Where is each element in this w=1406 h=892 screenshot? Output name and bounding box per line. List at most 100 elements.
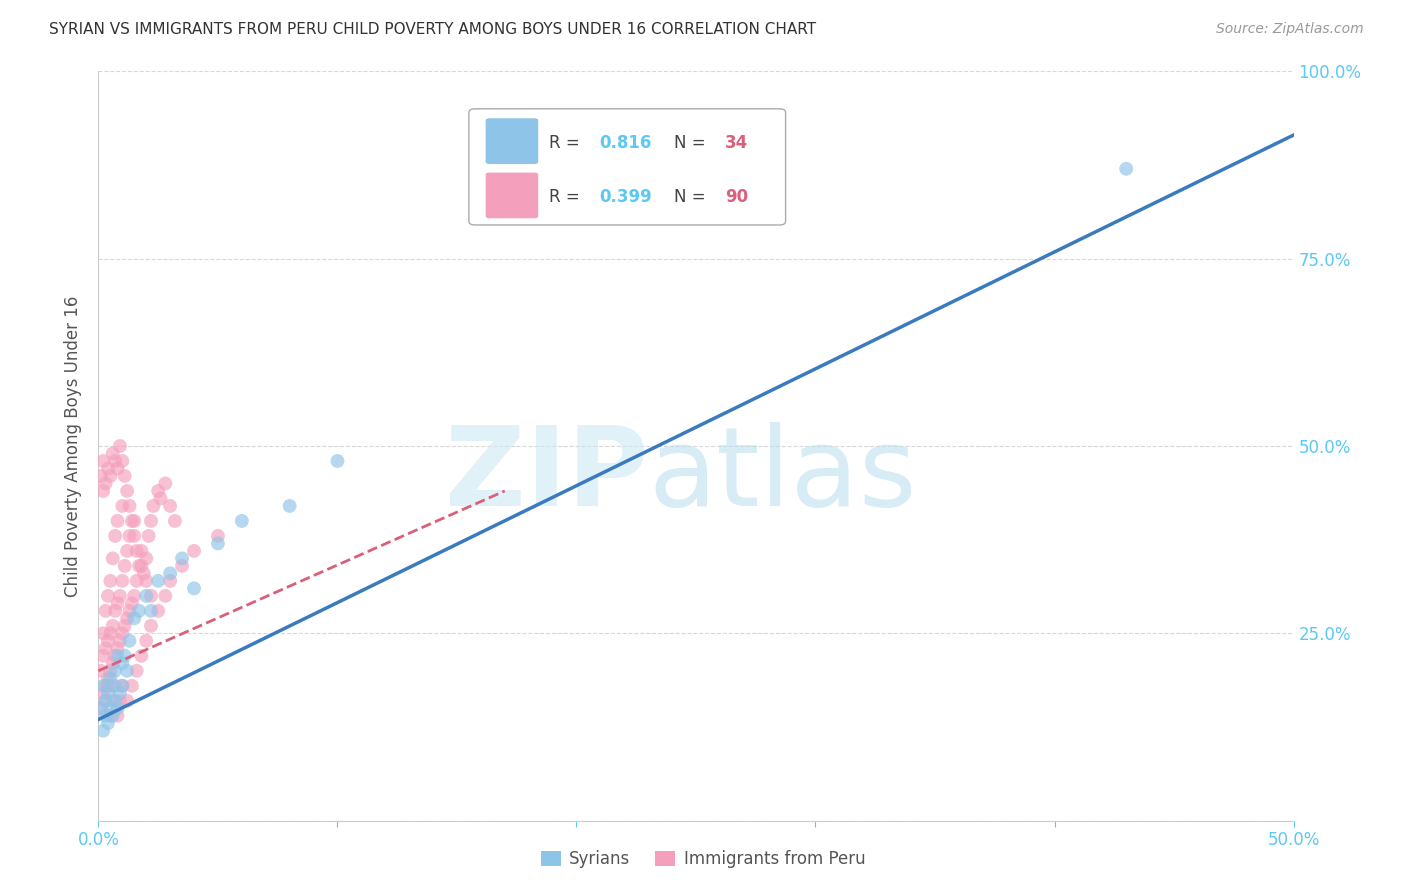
Point: [118, 499, 141, 513]
FancyBboxPatch shape: [485, 119, 538, 164]
Point: [132, 566, 155, 581]
Point: [149, 491, 172, 506]
Point: [94, 694, 117, 708]
Point: [98, 469, 122, 483]
Point: [159, 499, 181, 513]
Point: [98, 664, 122, 678]
Point: [207, 536, 229, 550]
Point: [104, 604, 127, 618]
Point: [128, 604, 150, 618]
Point: [231, 514, 253, 528]
Point: [94, 641, 117, 656]
Point: [114, 558, 136, 573]
Point: [114, 619, 136, 633]
Point: [91, 679, 114, 693]
Point: [135, 633, 157, 648]
Point: [111, 574, 134, 588]
Legend: Syrians, Immigrants from Peru: Syrians, Immigrants from Peru: [534, 844, 872, 875]
Point: [101, 694, 124, 708]
Point: [98, 626, 122, 640]
Point: [159, 566, 181, 581]
Point: [90, 469, 112, 483]
Point: [125, 664, 148, 678]
Text: SYRIAN VS IMMIGRANTS FROM PERU CHILD POVERTY AMONG BOYS UNDER 16 CORRELATION CHA: SYRIAN VS IMMIGRANTS FROM PERU CHILD POV…: [49, 22, 817, 37]
Point: [90, 701, 112, 715]
Point: [97, 633, 120, 648]
Point: [131, 544, 153, 558]
FancyBboxPatch shape: [485, 172, 538, 219]
Point: [278, 499, 301, 513]
Point: [139, 589, 162, 603]
Point: [111, 657, 134, 671]
Point: [97, 461, 120, 475]
Point: [107, 641, 129, 656]
Point: [104, 664, 127, 678]
Point: [97, 686, 120, 700]
Point: [108, 633, 131, 648]
Point: [163, 514, 186, 528]
Point: [107, 701, 129, 715]
Point: [115, 544, 138, 558]
Point: [111, 454, 134, 468]
Point: [107, 461, 129, 475]
Point: [97, 671, 120, 685]
Point: [183, 582, 205, 596]
Point: [111, 499, 134, 513]
Point: [183, 544, 205, 558]
Point: [115, 664, 138, 678]
Point: [108, 694, 131, 708]
Point: [98, 708, 122, 723]
Point: [104, 679, 127, 693]
Point: [135, 574, 157, 588]
Text: 0.816: 0.816: [599, 134, 651, 152]
Point: [108, 686, 131, 700]
Point: [97, 679, 120, 693]
Point: [124, 529, 146, 543]
Point: [104, 648, 127, 663]
Text: atlas: atlas: [648, 423, 917, 530]
Point: [101, 446, 124, 460]
Text: R =: R =: [548, 188, 585, 206]
Point: [94, 604, 117, 618]
Point: [91, 648, 114, 663]
Point: [104, 454, 127, 468]
Point: [172, 558, 194, 573]
Point: [101, 551, 124, 566]
Point: [118, 604, 141, 618]
Point: [115, 483, 138, 498]
Point: [128, 558, 150, 573]
Point: [94, 679, 117, 693]
Point: [111, 679, 134, 693]
Text: ZIP: ZIP: [444, 423, 648, 530]
Point: [91, 454, 114, 468]
Point: [114, 648, 136, 663]
Point: [101, 619, 124, 633]
Point: [90, 664, 112, 678]
Point: [114, 469, 136, 483]
Point: [91, 626, 114, 640]
Point: [139, 619, 162, 633]
Point: [155, 589, 177, 603]
Point: [207, 529, 229, 543]
Text: 90: 90: [724, 188, 748, 206]
Point: [107, 596, 129, 610]
Point: [131, 648, 153, 663]
Point: [159, 574, 181, 588]
Point: [107, 648, 129, 663]
Point: [91, 686, 114, 700]
Point: [104, 694, 127, 708]
Point: [111, 679, 134, 693]
Point: [108, 589, 131, 603]
Point: [142, 499, 165, 513]
Y-axis label: Child Poverty Among Boys Under 16: Child Poverty Among Boys Under 16: [65, 295, 83, 597]
Point: [118, 633, 141, 648]
Point: [91, 723, 114, 738]
Point: [125, 574, 148, 588]
Point: [97, 589, 120, 603]
Point: [98, 574, 122, 588]
Point: [115, 694, 138, 708]
Point: [90, 701, 112, 715]
Point: [135, 589, 157, 603]
Point: [148, 604, 170, 618]
FancyBboxPatch shape: [470, 109, 786, 225]
